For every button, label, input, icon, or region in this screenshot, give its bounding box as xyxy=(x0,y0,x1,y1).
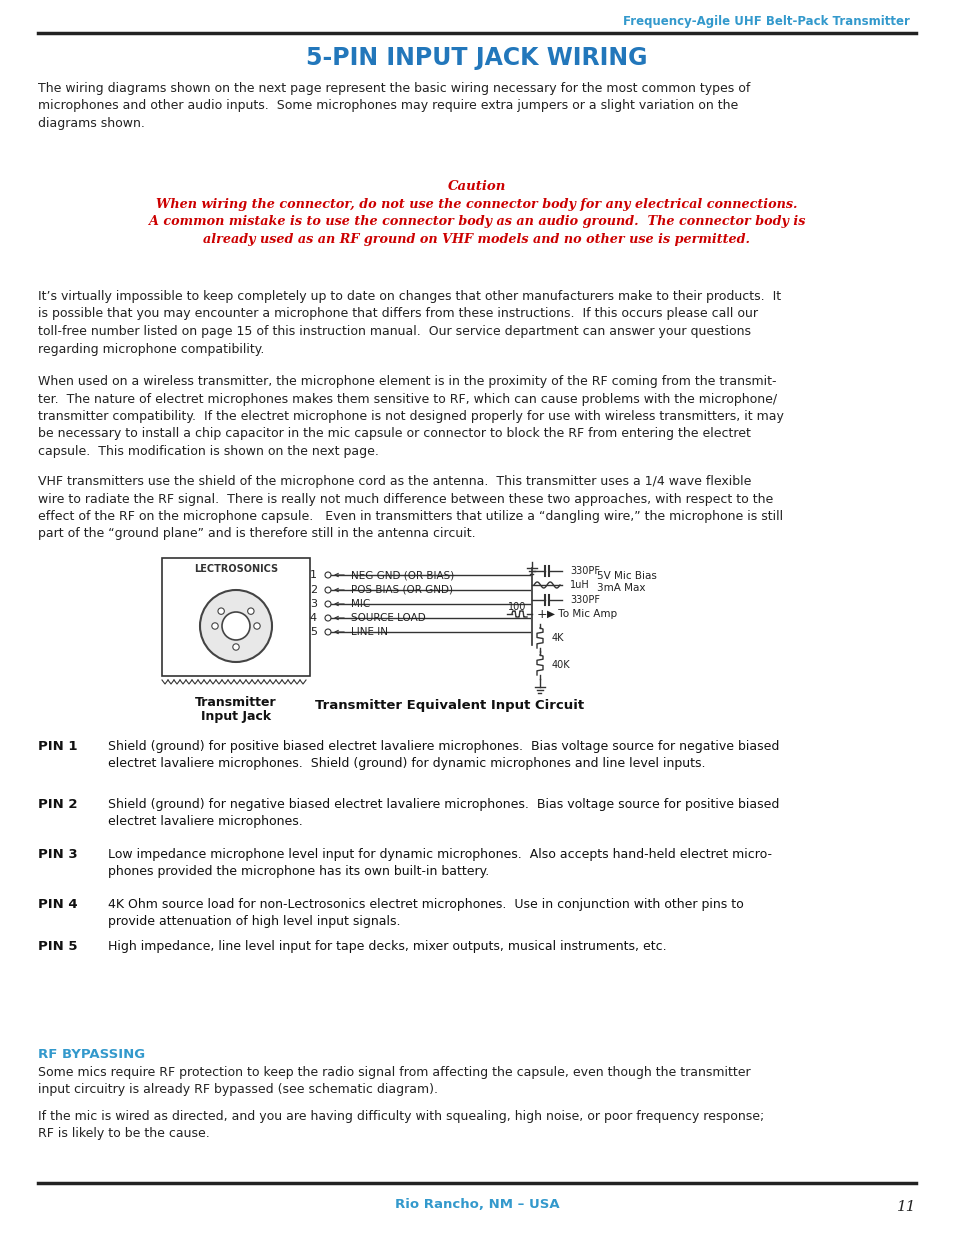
Text: 330PF: 330PF xyxy=(569,566,599,576)
Text: 5V Mic Bias: 5V Mic Bias xyxy=(597,571,657,580)
Circle shape xyxy=(222,613,250,640)
Text: If the mic is wired as directed, and you are having difficulty with squealing, h: If the mic is wired as directed, and you… xyxy=(38,1110,763,1140)
Text: PIN 2: PIN 2 xyxy=(38,798,77,811)
Text: PIN 5: PIN 5 xyxy=(38,940,77,953)
Circle shape xyxy=(325,601,331,606)
Text: Caution: Caution xyxy=(447,180,506,193)
Text: 4: 4 xyxy=(310,613,316,622)
Text: POS BIAS (OR GND): POS BIAS (OR GND) xyxy=(351,585,453,595)
Text: Transmitter: Transmitter xyxy=(195,697,276,709)
Circle shape xyxy=(325,615,331,621)
Text: When used on a wireless transmitter, the microphone element is in the proximity : When used on a wireless transmitter, the… xyxy=(38,375,783,458)
Text: 4K: 4K xyxy=(552,634,564,643)
Text: It’s virtually impossible to keep completely up to date on changes that other ma: It’s virtually impossible to keep comple… xyxy=(38,290,781,356)
Text: High impedance, line level input for tape decks, mixer outputs, musical instrume: High impedance, line level input for tap… xyxy=(108,940,666,953)
Text: Shield (ground) for positive biased electret lavaliere microphones.  Bias voltag: Shield (ground) for positive biased elec… xyxy=(108,740,779,771)
Text: ▶ To Mic Amp: ▶ To Mic Amp xyxy=(546,609,617,619)
Text: Frequency-Agile UHF Belt-Pack Transmitter: Frequency-Agile UHF Belt-Pack Transmitte… xyxy=(622,16,909,28)
Circle shape xyxy=(217,608,224,614)
Circle shape xyxy=(253,622,260,629)
Circle shape xyxy=(325,572,331,578)
Text: PIN 4: PIN 4 xyxy=(38,898,77,911)
Text: 100: 100 xyxy=(507,601,526,613)
Text: 5-PIN INPUT JACK WIRING: 5-PIN INPUT JACK WIRING xyxy=(306,46,647,70)
Circle shape xyxy=(200,590,272,662)
Text: 1uH: 1uH xyxy=(569,580,589,590)
Text: 3: 3 xyxy=(310,599,316,609)
Text: 330PF: 330PF xyxy=(569,595,599,605)
Text: Some mics require RF protection to keep the radio signal from affecting the caps: Some mics require RF protection to keep … xyxy=(38,1066,750,1097)
Text: RF BYPASSING: RF BYPASSING xyxy=(38,1049,145,1061)
Text: Transmitter Equivalent Input Circuit: Transmitter Equivalent Input Circuit xyxy=(315,699,584,711)
Circle shape xyxy=(212,622,218,629)
Text: 1: 1 xyxy=(310,571,316,580)
Text: LINE IN: LINE IN xyxy=(351,627,388,637)
Text: 40K: 40K xyxy=(552,659,570,671)
Text: +: + xyxy=(537,608,547,620)
Text: 4K Ohm source load for non-Lectrosonics electret microphones.  Use in conjunctio: 4K Ohm source load for non-Lectrosonics … xyxy=(108,898,743,929)
Circle shape xyxy=(233,643,239,650)
Text: SOURCE LOAD: SOURCE LOAD xyxy=(351,613,425,622)
Bar xyxy=(162,558,310,676)
Text: Shield (ground) for negative biased electret lavaliere microphones.  Bias voltag: Shield (ground) for negative biased elec… xyxy=(108,798,779,829)
Circle shape xyxy=(325,629,331,635)
Text: Low impedance microphone level input for dynamic microphones.  Also accepts hand: Low impedance microphone level input for… xyxy=(108,848,771,878)
Text: When wiring the connector, do not use the connector body for any electrical conn: When wiring the connector, do not use th… xyxy=(149,198,804,246)
Text: PIN 1: PIN 1 xyxy=(38,740,77,753)
Text: 2: 2 xyxy=(310,585,316,595)
Circle shape xyxy=(325,587,331,593)
Text: Rio Rancho, NM – USA: Rio Rancho, NM – USA xyxy=(395,1198,558,1212)
Text: Input Jack: Input Jack xyxy=(201,710,271,722)
Text: 3mA Max: 3mA Max xyxy=(597,583,645,593)
Text: 11: 11 xyxy=(896,1200,915,1214)
Text: MIC: MIC xyxy=(351,599,370,609)
Circle shape xyxy=(248,608,253,614)
Text: The wiring diagrams shown on the next page represent the basic wiring necessary : The wiring diagrams shown on the next pa… xyxy=(38,82,750,130)
Text: 5: 5 xyxy=(310,627,316,637)
Text: LECTROSONICS: LECTROSONICS xyxy=(193,564,277,574)
Text: VHF transmitters use the shield of the microphone cord as the antenna.  This tra: VHF transmitters use the shield of the m… xyxy=(38,475,782,541)
Text: PIN 3: PIN 3 xyxy=(38,848,77,861)
Text: NEG GND (OR BIAS): NEG GND (OR BIAS) xyxy=(351,571,454,580)
